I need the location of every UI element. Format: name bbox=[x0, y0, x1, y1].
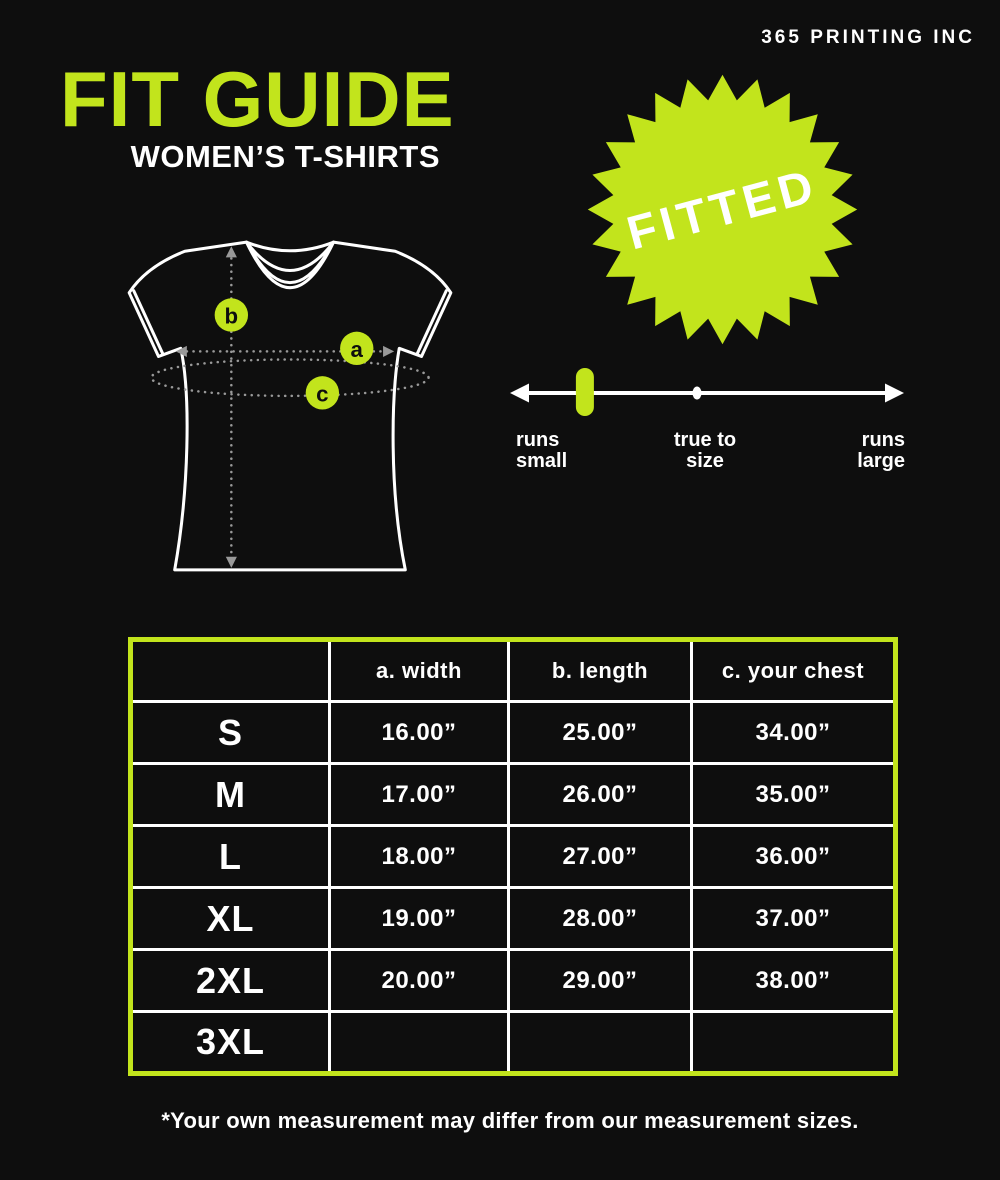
shirt-outline bbox=[127, 240, 453, 572]
scale-label-line: true to bbox=[673, 429, 737, 451]
marker-c-circle bbox=[305, 376, 340, 410]
scale-label-true-to-size: true to size bbox=[643, 430, 767, 472]
header-chest: c. your chest bbox=[690, 638, 897, 703]
collar-ribbing bbox=[244, 240, 336, 289]
chest-cell: 38.00” bbox=[690, 948, 897, 1013]
size-label-cell: M bbox=[129, 762, 331, 827]
chest-cell: 35.00” bbox=[690, 762, 897, 827]
width-cell: 17.00” bbox=[328, 762, 510, 827]
size-label-cell: XL bbox=[129, 886, 331, 951]
marker-a-circle bbox=[340, 331, 374, 366]
scale-label-runs-small: runs small bbox=[516, 430, 567, 472]
size-label-cell: 3XL bbox=[129, 1010, 331, 1075]
marker-c-label: c bbox=[316, 381, 328, 406]
table-header-row: a. width b. length c. your chest bbox=[129, 638, 897, 703]
scale-label-line: small bbox=[516, 450, 568, 472]
width-arrow-right bbox=[383, 345, 395, 357]
fit-marker bbox=[575, 368, 594, 416]
footnote: *Your own measurement may differ from ou… bbox=[161, 1108, 859, 1133]
table-row: XL 19.00” 28.00” 37.00” bbox=[129, 886, 897, 951]
width-arrow-left bbox=[175, 345, 187, 357]
tshirt-diagram: b a c bbox=[127, 240, 453, 572]
scale-label-line: size bbox=[686, 450, 724, 472]
chest-cell bbox=[690, 1010, 897, 1075]
scale-label-line: runs bbox=[516, 429, 560, 451]
page-title: FIT GUIDE bbox=[60, 55, 455, 143]
fitted-badge: FITTED bbox=[587, 74, 858, 345]
true-to-size-dot bbox=[692, 386, 702, 400]
length-cell bbox=[507, 1010, 693, 1075]
scale-label-line: runs bbox=[861, 429, 905, 451]
fitted-badge-star bbox=[587, 74, 858, 345]
table-row: M 17.00” 26.00” 35.00” bbox=[129, 762, 897, 827]
right-cuff-hem bbox=[415, 289, 448, 356]
marker-a-label: a bbox=[351, 337, 364, 362]
size-label-cell: L bbox=[129, 824, 331, 889]
scale-label-runs-large: runs large bbox=[820, 430, 905, 472]
header-width: a. width bbox=[328, 638, 510, 703]
table-row: L 18.00” 27.00” 36.00” bbox=[129, 824, 897, 889]
length-cell: 28.00” bbox=[507, 886, 693, 951]
left-cuff-hem bbox=[132, 289, 165, 356]
table-row: 3XL bbox=[129, 1010, 897, 1075]
header-blank bbox=[129, 638, 331, 703]
chest-cell: 36.00” bbox=[690, 824, 897, 889]
marker-b-label: b bbox=[225, 303, 239, 328]
chest-cell: 34.00” bbox=[690, 700, 897, 765]
scale-right-arrow bbox=[885, 383, 904, 403]
size-label-cell: S bbox=[129, 700, 331, 765]
length-cell: 29.00” bbox=[507, 948, 693, 1013]
brand-text: 365 PRINTING INC bbox=[761, 27, 975, 48]
scale-left-arrow bbox=[510, 383, 529, 403]
length-cell: 25.00” bbox=[507, 700, 693, 765]
size-table: a. width b. length c. your chest S 16.00… bbox=[128, 637, 898, 1076]
length-arrow-top bbox=[225, 246, 237, 258]
scale-label-line: large bbox=[857, 450, 905, 472]
width-cell: 18.00” bbox=[328, 824, 510, 889]
table-row: S 16.00” 25.00” 34.00” bbox=[129, 700, 897, 765]
fit-scale bbox=[510, 368, 904, 416]
width-cell: 19.00” bbox=[328, 886, 510, 951]
table-row: 2XL 20.00” 29.00” 38.00” bbox=[129, 948, 897, 1013]
width-cell: 16.00” bbox=[328, 700, 510, 765]
width-cell bbox=[328, 1010, 510, 1075]
length-cell: 27.00” bbox=[507, 824, 693, 889]
length-cell: 26.00” bbox=[507, 762, 693, 827]
page-subtitle: WOMEN’S T-SHIRTS bbox=[130, 139, 440, 174]
size-label-cell: 2XL bbox=[129, 948, 331, 1013]
width-cell: 20.00” bbox=[328, 948, 510, 1013]
chest-cell: 37.00” bbox=[690, 886, 897, 951]
header-length: b. length bbox=[507, 638, 693, 703]
length-arrow-bottom bbox=[225, 556, 237, 568]
chest-dimension-ellipse bbox=[150, 358, 430, 398]
marker-b-circle bbox=[214, 298, 249, 332]
